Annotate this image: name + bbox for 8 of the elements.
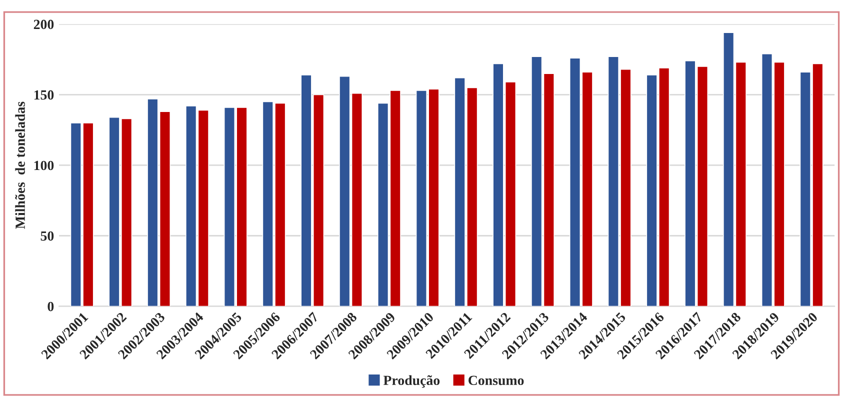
y-tick-label: 100: [34, 160, 54, 170]
y-tick-label: 50: [40, 231, 54, 241]
y-tick-label: 0: [48, 302, 54, 312]
legend-label: Consumo: [468, 376, 524, 386]
legend-label: Produção: [383, 375, 440, 388]
y-axis-title: Milhões de toneladas: [15, 102, 25, 229]
y-tick-label: 150: [34, 90, 54, 100]
y-tick-label: 200: [34, 20, 54, 30]
